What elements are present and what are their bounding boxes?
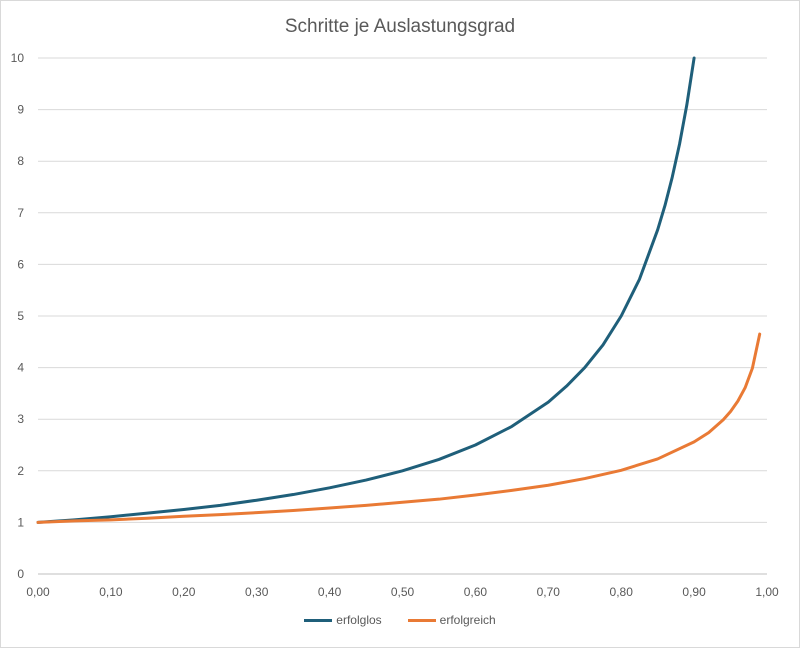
y-tick-label: 7 bbox=[17, 206, 24, 220]
x-tick-label: 0,50 bbox=[391, 585, 415, 599]
x-tick-label: 0,20 bbox=[172, 585, 196, 599]
y-tick-label: 3 bbox=[17, 412, 24, 426]
series-line-erfolglos bbox=[36, 56, 696, 524]
y-tick-label: 10 bbox=[11, 51, 25, 65]
y-axis-ticks: 0 1 2 3 4 5 6 7 8 9 10 bbox=[11, 51, 25, 581]
y-tick-label: 8 bbox=[17, 154, 24, 168]
legend: erfolglos erfolgreich bbox=[0, 613, 800, 627]
y-tick-label: 5 bbox=[17, 309, 24, 323]
x-tick-label: 0,80 bbox=[610, 585, 634, 599]
y-tick-label: 4 bbox=[17, 361, 24, 375]
x-tick-label: 0,60 bbox=[464, 585, 488, 599]
legend-swatch-erfolglos bbox=[304, 618, 333, 622]
chart-title: Schritte je Auslastungsgrad bbox=[284, 16, 516, 37]
y-tick-label: 0 bbox=[17, 567, 24, 581]
legend-label-erfolglos: erfolglos bbox=[336, 613, 382, 627]
x-tick-label: 0,90 bbox=[682, 585, 706, 599]
y-tick-label: 6 bbox=[17, 257, 24, 271]
legend-item-erfolgreich: erfolgreich bbox=[407, 613, 496, 627]
gridlines bbox=[38, 57, 767, 575]
x-tick-label: 0,70 bbox=[537, 585, 561, 599]
x-tick-label: 0,10 bbox=[99, 585, 123, 599]
legend-swatch-erfolgreich bbox=[407, 618, 436, 622]
x-tick-label: 1,00 bbox=[755, 585, 779, 599]
y-tick-label: 2 bbox=[17, 464, 24, 478]
series-line-erfolgreich bbox=[36, 332, 762, 524]
series-lines bbox=[36, 56, 762, 524]
y-tick-label: 9 bbox=[17, 103, 24, 117]
x-axis-ticks: 0,00 0,10 0,20 0,30 0,40 0,50 0,60 0,70 0,80 0,90… bbox=[26, 585, 779, 599]
y-tick-label: 1 bbox=[17, 515, 24, 529]
x-tick-label: 0,40 bbox=[318, 585, 342, 599]
x-tick-label: 0,00 bbox=[26, 585, 50, 599]
legend-label-erfolgreich: erfolgreich bbox=[439, 613, 496, 627]
x-tick-label: 0,30 bbox=[245, 585, 269, 599]
legend-item-erfolglos: erfolglos bbox=[304, 613, 382, 627]
